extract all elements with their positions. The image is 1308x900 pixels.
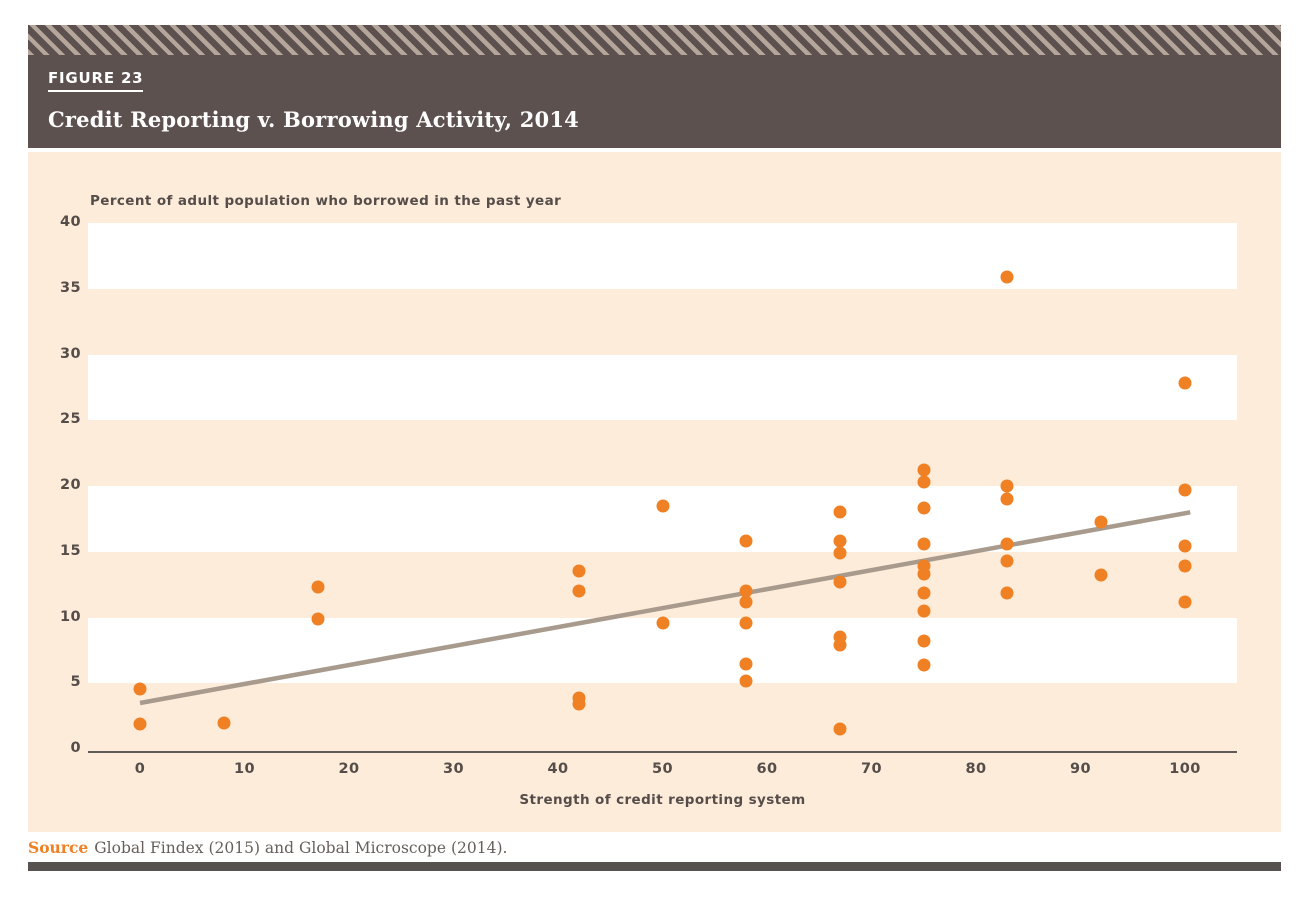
data-point (217, 716, 231, 730)
data-point (311, 612, 325, 626)
data-point (1000, 479, 1014, 493)
data-point (133, 682, 147, 695)
data-point (1178, 483, 1192, 497)
data-point (572, 584, 586, 598)
x-tick-label: 20 (338, 761, 360, 777)
data-point (133, 717, 147, 731)
data-point (739, 584, 753, 598)
data-point (656, 616, 669, 630)
data-point (917, 537, 931, 551)
data-point (917, 501, 931, 515)
data-point (1178, 539, 1192, 553)
y-tick-label: 15 (60, 542, 81, 559)
data-point (833, 638, 847, 652)
plot-area (88, 223, 1237, 749)
chart-card: Percent of adult population who borrowed… (28, 152, 1281, 832)
data-point (917, 634, 931, 648)
x-tick-label: 40 (547, 761, 569, 777)
data-point (1094, 515, 1108, 528)
trend-line (139, 510, 1191, 706)
data-point (656, 499, 669, 513)
y-tick-label: 25 (60, 411, 81, 428)
y-axis-title: Percent of adult population who borrowed… (90, 193, 562, 209)
y-tick-label: 20 (60, 477, 81, 493)
source-line: Source Global Findex (2015) and Global Mi… (28, 838, 507, 857)
x-tick-label: 90 (1070, 761, 1091, 777)
data-point (917, 658, 931, 672)
data-point (739, 674, 753, 688)
data-point (917, 586, 931, 599)
data-point (572, 697, 586, 711)
y-tick-label: 10 (60, 608, 81, 625)
figure-label: FIGURE 23 (48, 69, 144, 92)
y-tick-label: 0 (70, 740, 81, 756)
data-point (917, 604, 931, 618)
figure-title: Credit Reporting v. Borrowing Activity, … (48, 107, 579, 132)
grid-band (88, 354, 1237, 421)
data-point (1000, 492, 1014, 506)
data-point (917, 567, 931, 581)
x-tick-label: 10 (234, 761, 255, 777)
data-point (1000, 537, 1014, 551)
y-tick-label: 35 (60, 279, 81, 296)
y-tick-label: 30 (60, 345, 81, 362)
y-tick-label: 40 (60, 214, 81, 230)
figure-header: FIGURE 23 Credit Reporting v. Borrowing … (28, 25, 1281, 148)
source-label: Source (28, 838, 89, 857)
x-tick-label: 100 (1169, 761, 1201, 777)
data-point (1178, 376, 1192, 390)
data-point (1000, 270, 1014, 284)
x-tick-label: 50 (652, 761, 673, 777)
data-point (1000, 554, 1014, 568)
data-point (1000, 586, 1014, 599)
data-point (739, 595, 753, 609)
x-tick-label: 60 (756, 761, 778, 777)
x-axis-line (88, 751, 1237, 753)
data-point (833, 534, 847, 548)
grid-band (88, 223, 1237, 289)
data-point (833, 546, 847, 560)
data-point (833, 575, 847, 589)
x-axis-title: Strength of credit reporting system (519, 792, 806, 808)
data-point (833, 722, 847, 736)
x-tick-label: 30 (443, 761, 464, 777)
header-stripes-decoration (28, 25, 1281, 55)
data-point (1178, 559, 1192, 573)
x-tick-label: 0 (134, 761, 146, 777)
x-tick-label: 80 (965, 761, 987, 777)
data-point (572, 564, 586, 578)
data-point (917, 463, 931, 477)
data-point (739, 657, 753, 671)
data-point (833, 505, 847, 519)
data-point (739, 534, 753, 548)
data-point (917, 475, 931, 489)
source-text: Global Findex (2015) and Global Microsco… (94, 839, 508, 857)
data-point (1094, 568, 1108, 582)
bottom-bar-decoration (28, 862, 1281, 871)
x-tick-label: 70 (861, 761, 882, 777)
data-point (1178, 595, 1192, 609)
data-point (311, 580, 325, 594)
y-tick-label: 5 (70, 674, 81, 691)
data-point (739, 616, 753, 630)
